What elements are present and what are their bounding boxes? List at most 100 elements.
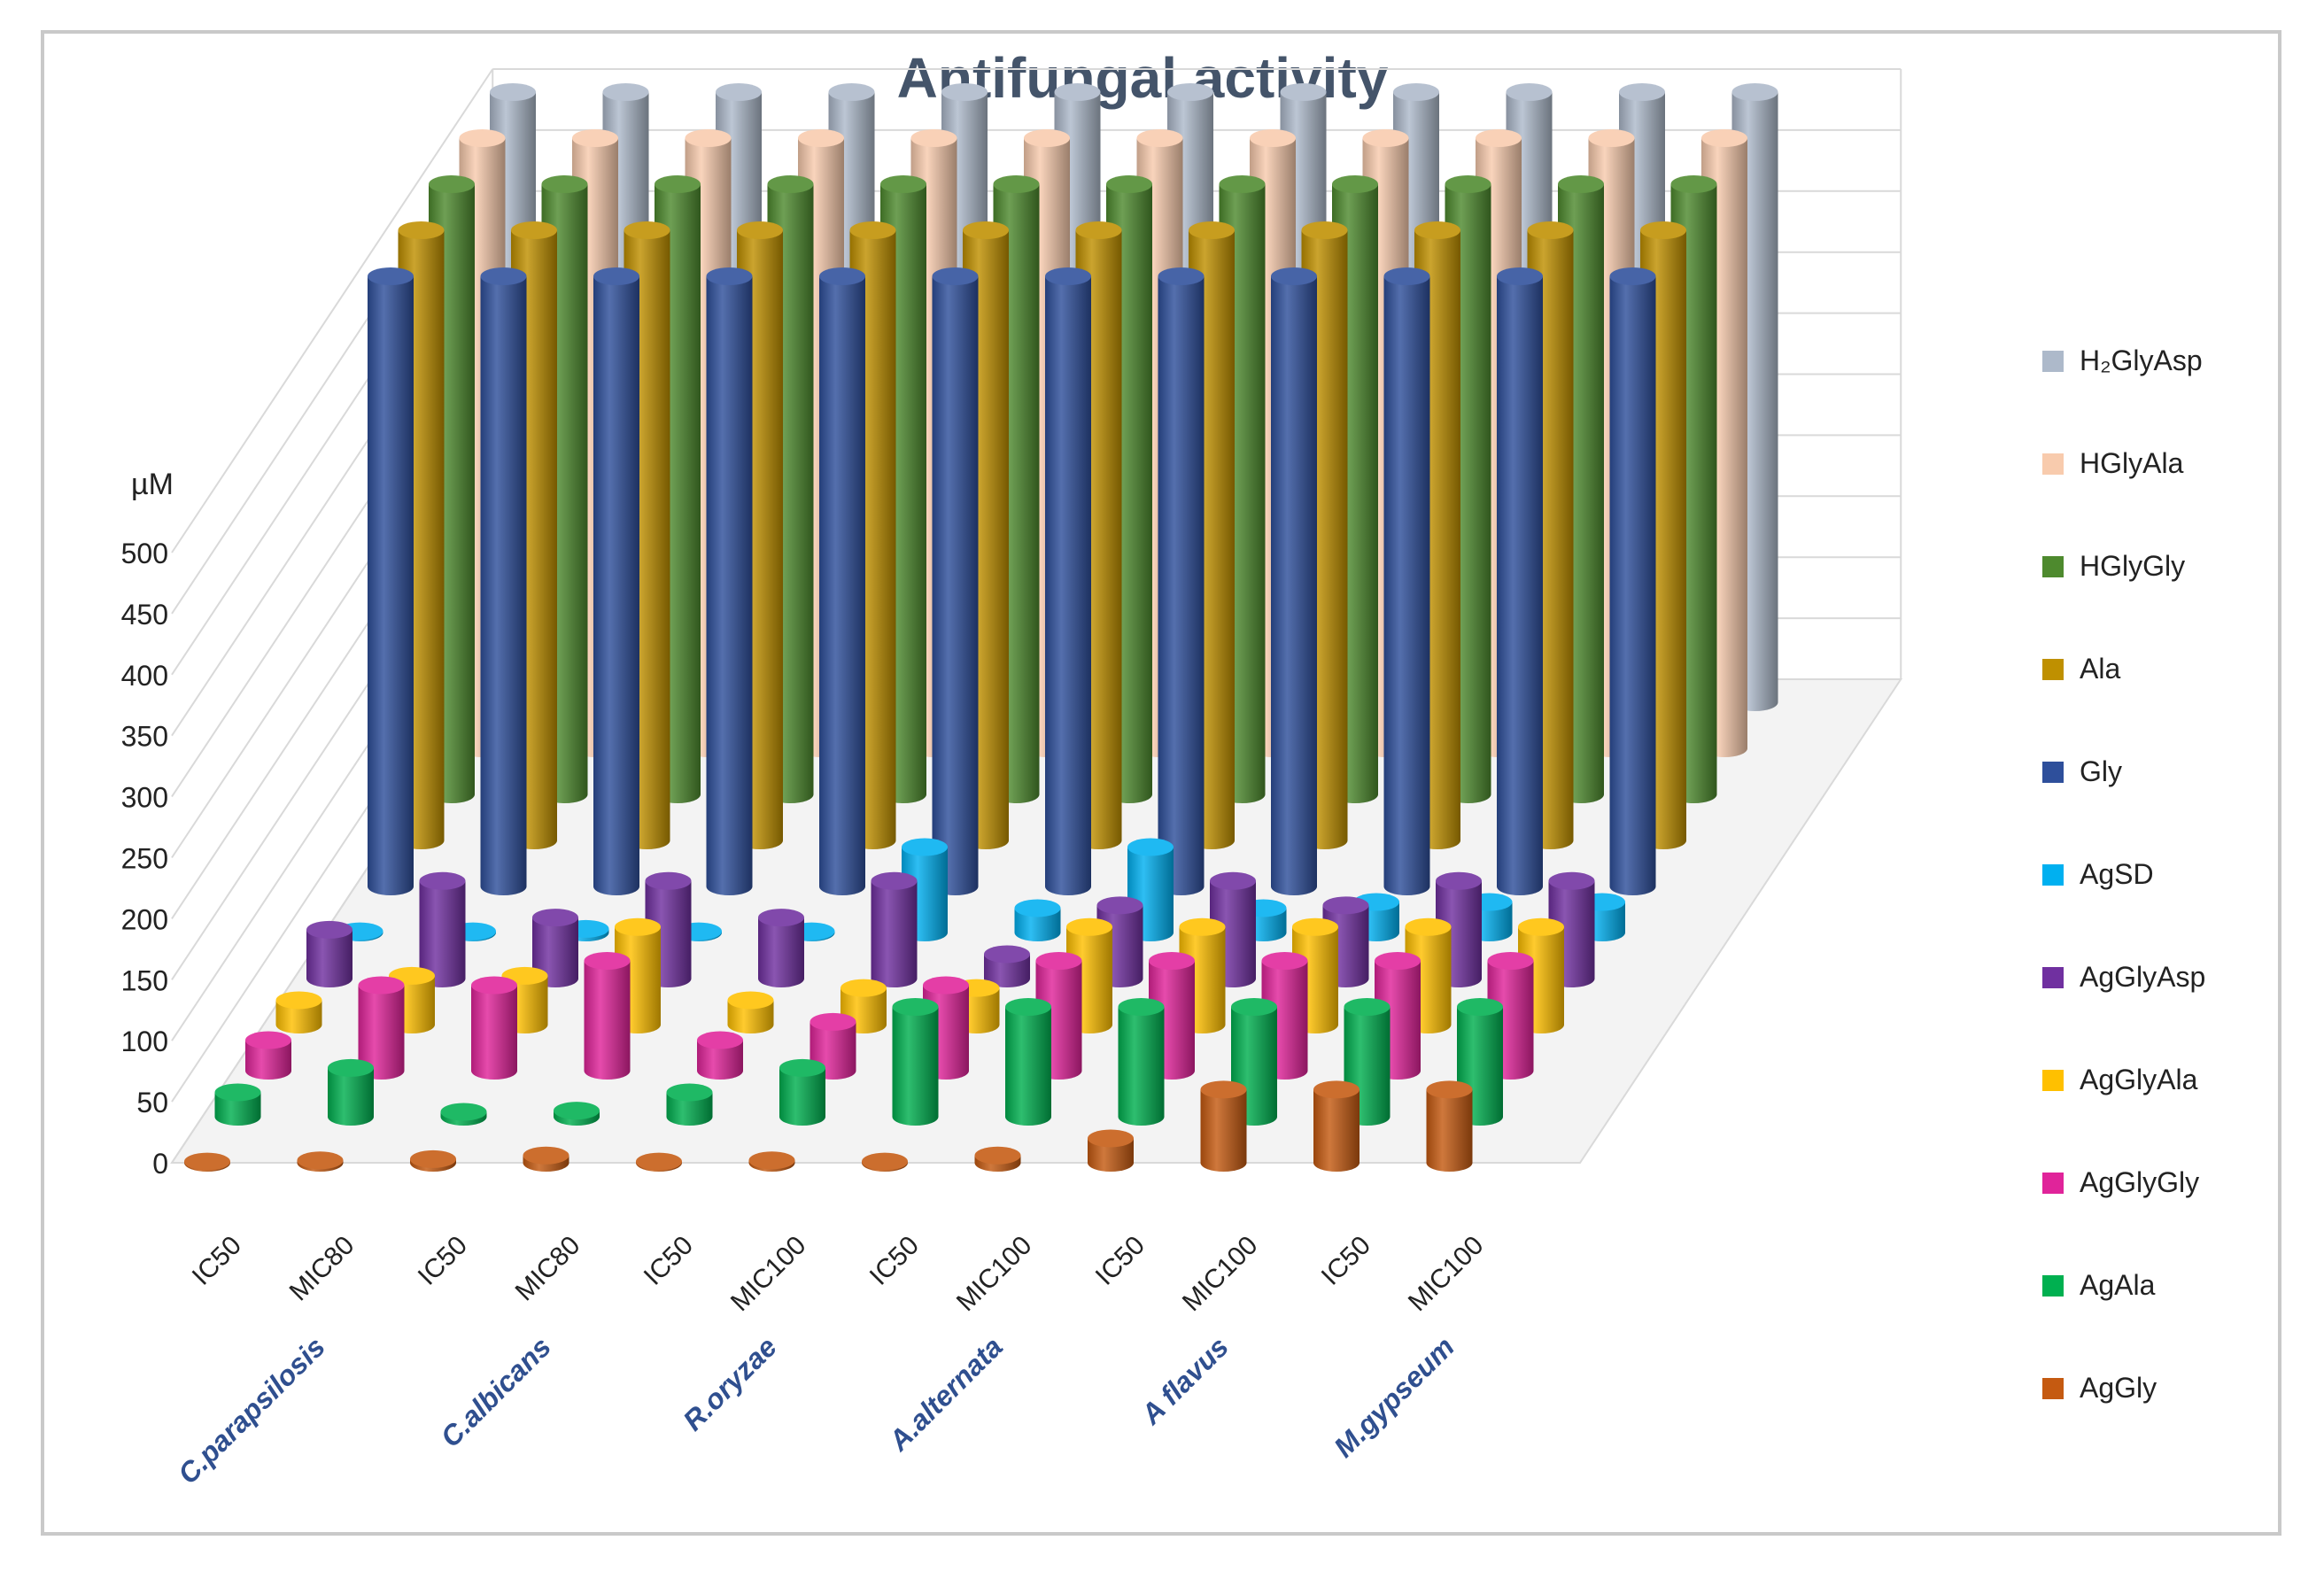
legend-swatch (2042, 1070, 2064, 1091)
bar-top (1280, 83, 1327, 101)
side-gridline (171, 68, 494, 553)
bar-top (1261, 951, 1308, 970)
bar-body (368, 276, 414, 895)
x-tick-label: IC50 (1316, 1231, 1376, 1291)
bar-body (214, 1092, 261, 1126)
bar-AgGlyAsp (984, 945, 1030, 987)
bar-top (1313, 1080, 1360, 1099)
bar-body (666, 1092, 713, 1126)
legend-swatch (2042, 1378, 2064, 1399)
bar-top (1457, 997, 1503, 1016)
legend-label: HGlyGly (2080, 550, 2185, 582)
bar-top (480, 267, 527, 285)
bar-top (572, 129, 618, 147)
bar-top (419, 871, 466, 890)
bar-top (910, 129, 957, 147)
group-label: A flavus (1135, 1330, 1235, 1430)
bar-body (1014, 908, 1061, 941)
bar-top (1045, 267, 1091, 285)
bar-Gly (480, 267, 527, 895)
bar-top (841, 979, 887, 997)
bar-top (697, 1031, 743, 1049)
chart-canvas: Antifungal activity µM 05010015020025030… (121, 46, 2206, 1490)
bar-Gly (1045, 267, 1091, 895)
bar-top (1066, 917, 1112, 936)
bar-AgGly (862, 1152, 908, 1172)
bar-top (892, 997, 939, 1016)
bar-AgAla (779, 1058, 825, 1126)
y-tick-label: 300 (121, 782, 168, 814)
legend-label: Ala (2080, 653, 2120, 685)
bar-AgGlyGly (471, 976, 517, 1080)
bar-top (1701, 129, 1747, 147)
bar-AgGlyAla (727, 991, 774, 1033)
y-axis: µM 0 50 100 150 200 250 300 350 400 450 500 (121, 468, 174, 1180)
bar-AgGlyGly (697, 1031, 743, 1080)
bar-top (501, 966, 548, 985)
bar-AgGly (1426, 1080, 1473, 1172)
bar-body (1497, 276, 1543, 895)
bar-AgGly (1313, 1080, 1360, 1172)
bar-body (697, 1040, 743, 1080)
bar-AgAla (892, 997, 939, 1126)
bar-top (1506, 83, 1553, 101)
bar-body (328, 1067, 374, 1126)
bar-AgAla (214, 1083, 261, 1126)
bar-body (984, 954, 1030, 987)
legend-swatch (2042, 659, 2064, 680)
x-tick-label: IC50 (413, 1231, 473, 1291)
y-tick-label: 150 (121, 964, 168, 996)
legend-label: AgGly (2080, 1372, 2157, 1404)
bar-body (1383, 276, 1430, 895)
bar-top (1426, 1080, 1473, 1099)
bar-top (828, 83, 875, 101)
bar-body (892, 1006, 939, 1126)
legend-label: AgSD (2080, 858, 2154, 890)
bar-AgAla (666, 1083, 713, 1126)
x-tick-label: MIC100 (725, 1231, 812, 1318)
bar-top (1344, 997, 1391, 1016)
bar-top (541, 175, 588, 193)
bar-top (849, 221, 896, 239)
bar-top (1118, 997, 1165, 1016)
bar-top (1005, 997, 1051, 1016)
legend-label: H₂GlyAsp (2080, 344, 2203, 376)
bar-AgGlyAsp (871, 871, 918, 987)
bar-AgAla (328, 1058, 374, 1126)
legend-swatch (2042, 1173, 2064, 1194)
bar-body (419, 880, 466, 987)
legend-swatch (2042, 453, 2064, 475)
bar-Gly (368, 267, 414, 895)
bar-top (1158, 267, 1205, 285)
bar-top (737, 221, 783, 239)
bar-top (974, 1146, 1021, 1165)
bar-top (615, 917, 661, 936)
bar-top (1250, 129, 1296, 147)
bar-AgAla (440, 1103, 487, 1126)
bar-AgGly (410, 1149, 456, 1172)
bar-body (706, 276, 753, 895)
bar-top (1014, 899, 1061, 917)
bar-Gly (593, 267, 639, 895)
x-tick-label: IC50 (864, 1231, 925, 1291)
bar-AgSD (1014, 899, 1061, 941)
bar-top (440, 1103, 487, 1121)
bar-top (1375, 951, 1421, 970)
bar-top (471, 976, 517, 995)
y-tick-label: 250 (121, 843, 168, 875)
bar-top (902, 838, 948, 856)
bar-top (810, 1012, 856, 1031)
bar-top (1167, 83, 1213, 101)
bar-top (871, 871, 918, 890)
legend-label: AgGlyAla (2080, 1064, 2198, 1095)
bar-body (1271, 276, 1317, 895)
bar-body (871, 880, 918, 987)
bar-top (685, 129, 732, 147)
x-tick-label: MIC100 (951, 1231, 1038, 1318)
bar-top (1035, 951, 1082, 970)
bar-top (727, 991, 774, 1010)
bar-top (1619, 83, 1665, 101)
bar-Gly (819, 267, 865, 895)
bar-AgGlyAsp (758, 909, 804, 987)
bar-body (245, 1040, 291, 1080)
